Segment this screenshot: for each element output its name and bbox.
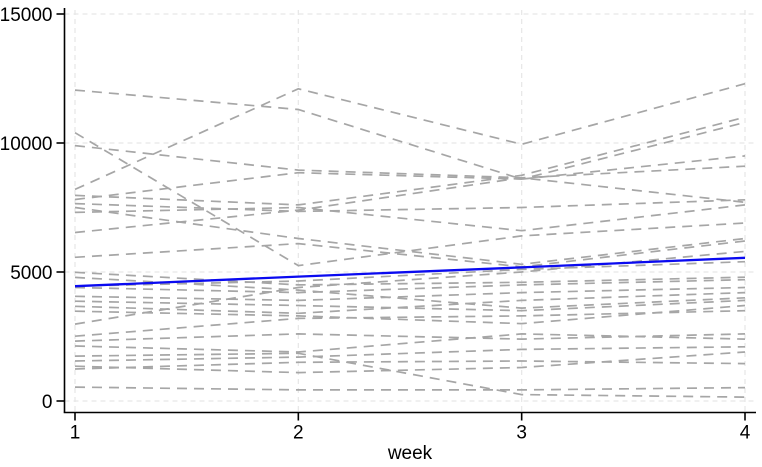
trajectory-line bbox=[74, 206, 746, 266]
trajectory-line bbox=[74, 271, 746, 286]
tick-marks bbox=[56, 13, 746, 421]
trajectory-line bbox=[74, 204, 746, 232]
x-tick-label: 3 bbox=[516, 423, 527, 444]
y-tick-label: 5000 bbox=[10, 263, 52, 284]
trajectory-line bbox=[74, 82, 746, 191]
trajectory-line bbox=[74, 345, 746, 362]
trajectory-line bbox=[74, 144, 746, 179]
trajectory-line bbox=[74, 299, 746, 312]
x-axis-title: week bbox=[387, 443, 433, 464]
trajectory-line bbox=[74, 333, 746, 353]
trajectory-line bbox=[74, 304, 746, 325]
trajectory-line bbox=[74, 360, 746, 370]
trajectory-line bbox=[74, 89, 746, 180]
trajectory-line bbox=[74, 260, 746, 288]
trajectory-line bbox=[74, 351, 746, 374]
trajectory-line bbox=[74, 333, 746, 342]
trajectory-line bbox=[74, 291, 746, 315]
trajectory-line bbox=[74, 352, 746, 398]
y-tick-label: 15000 bbox=[0, 5, 53, 26]
trajectory-line bbox=[74, 116, 746, 206]
axes bbox=[63, 8, 756, 414]
trajectory-line bbox=[74, 309, 746, 338]
x-tick-label: 1 bbox=[70, 423, 81, 444]
y-tick-label: 10000 bbox=[0, 134, 53, 155]
trajectory-line bbox=[74, 121, 746, 201]
trajectory-line bbox=[74, 286, 746, 302]
trajectory-line bbox=[74, 278, 746, 294]
trajectory-line bbox=[74, 131, 746, 267]
trajectory-line bbox=[74, 240, 746, 268]
x-tick-label: 2 bbox=[293, 423, 304, 444]
trajectory-line bbox=[74, 198, 746, 213]
trajectory-lines bbox=[74, 82, 746, 398]
trend-line bbox=[74, 256, 746, 288]
tick-labels: 0 5000 10000 15000 1 2 3 4 bbox=[0, 5, 751, 444]
trajectory-line bbox=[74, 386, 746, 391]
x-tick-label: 4 bbox=[740, 423, 751, 444]
trajectory-line bbox=[74, 176, 746, 234]
y-tick-label: 0 bbox=[42, 392, 53, 413]
